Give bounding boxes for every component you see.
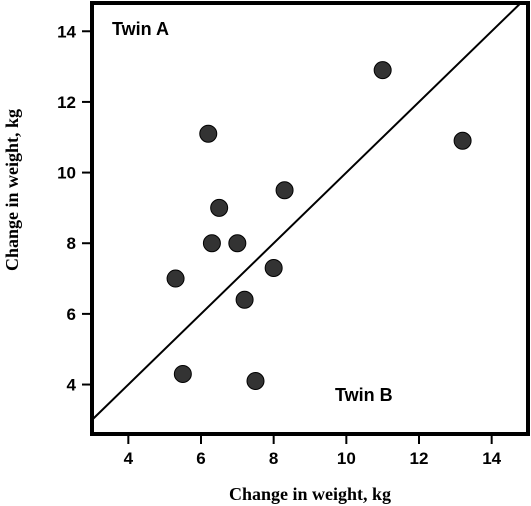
data-points [166, 61, 472, 391]
data-point [264, 258, 283, 277]
data-point [235, 290, 254, 309]
data-point [228, 234, 247, 253]
data-point [210, 198, 229, 217]
x-tick-label: 4 [124, 449, 134, 468]
x-tick-label: 10 [337, 449, 356, 468]
x-tick-label: 14 [482, 449, 501, 468]
y-tick-label: 8 [67, 234, 76, 253]
data-point [275, 181, 294, 200]
plot-frame [90, 1, 530, 436]
y-axis-title: Change in weight, kg [2, 109, 22, 271]
x-tick-label: 8 [269, 449, 278, 468]
y-tick-label: 4 [67, 376, 77, 395]
data-point [166, 269, 185, 288]
data-point [246, 372, 265, 391]
twin-a-label: Twin A [112, 19, 169, 39]
twin-b-label: Twin B [335, 385, 393, 405]
data-point [173, 364, 192, 383]
data-point [202, 234, 221, 253]
x-tick-label: 12 [410, 449, 429, 468]
x-tick-label: 6 [196, 449, 205, 468]
identity-line [91, 2, 522, 421]
y-tick-label: 6 [67, 305, 76, 324]
y-tick-label: 14 [57, 22, 76, 41]
y-tick-label: 10 [57, 164, 76, 183]
y-tick-label: 12 [57, 93, 76, 112]
data-point [373, 61, 392, 80]
x-axis-title: Change in weight, kg [229, 484, 391, 504]
x-axis-ticks: 4 6 8 10 12 14 [124, 434, 502, 468]
y-axis-ticks: 4 6 8 10 12 14 [57, 22, 92, 395]
data-point [199, 124, 218, 143]
data-point [453, 131, 472, 150]
